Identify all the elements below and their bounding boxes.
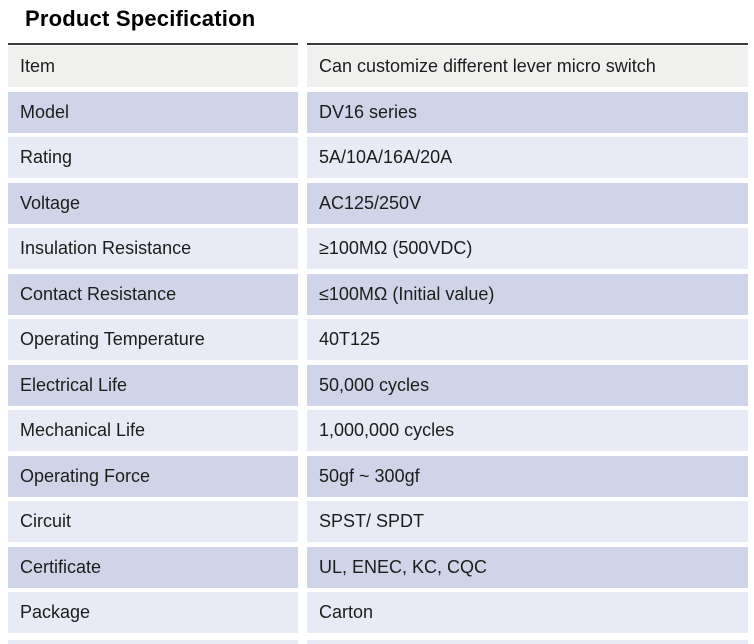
table-row-contact-resistance: Contact Resistance ≤100MΩ (Initial value…: [8, 273, 748, 315]
top-rule-gap: [298, 43, 307, 45]
next-row-cutoff-sliver: [8, 640, 748, 644]
row-label: Contact Resistance: [8, 273, 298, 315]
sliver-left-segment: [8, 640, 298, 644]
table-row-model: Model DV16 series: [8, 91, 748, 133]
sliver-gap: [298, 640, 307, 644]
table-row-operating-temperature: Operating Temperature 40T125: [8, 319, 748, 360]
table-row-certificate: Certificate UL, ENEC, KC, CQC: [8, 546, 748, 588]
row-label: Voltage: [8, 182, 298, 224]
table-row-electrical-life: Electrical Life 50,000 cycles: [8, 364, 748, 406]
row-label: Certificate: [8, 546, 298, 588]
table-row-mechanical-life: Mechanical Life 1,000,000 cycles: [8, 410, 748, 451]
row-label: Mechanical Life: [8, 410, 298, 451]
table-row-insulation-resistance: Insulation Resistance ≥100MΩ (500VDC): [8, 228, 748, 269]
row-value: 1,000,000 cycles: [307, 410, 748, 451]
table-row-operating-force: Operating Force 50gf ~ 300gf: [8, 455, 748, 497]
sliver-right-segment: [307, 640, 748, 644]
row-label: Operating Temperature: [8, 319, 298, 360]
row-value: 40T125: [307, 319, 748, 360]
row-label: Insulation Resistance: [8, 228, 298, 269]
top-rule-right-segment: [307, 43, 748, 45]
table-row-item: Item Can customize different lever micro…: [8, 46, 748, 87]
row-value: Can customize different lever micro swit…: [307, 46, 748, 87]
row-label: Package: [8, 592, 298, 633]
row-value: ≥100MΩ (500VDC): [307, 228, 748, 269]
top-rule-left-segment: [8, 43, 298, 45]
table-row-rating: Rating 5A/10A/16A/20A: [8, 137, 748, 178]
row-value: UL, ENEC, KC, CQC: [307, 546, 748, 588]
row-label: Circuit: [8, 501, 298, 542]
row-value: DV16 series: [307, 91, 748, 133]
row-value: SPST/ SPDT: [307, 501, 748, 542]
row-value: Carton: [307, 592, 748, 633]
row-label: Electrical Life: [8, 364, 298, 406]
table-top-rule: [8, 43, 748, 45]
row-label: Item: [8, 46, 298, 87]
row-value: AC125/250V: [307, 182, 748, 224]
table-row-circuit: Circuit SPST/ SPDT: [8, 501, 748, 542]
row-value: 5A/10A/16A/20A: [307, 137, 748, 178]
table-row-voltage: Voltage AC125/250V: [8, 182, 748, 224]
page-title: Product Specification: [25, 6, 256, 31]
row-label: Model: [8, 91, 298, 133]
specification-table: Item Can customize different lever micro…: [8, 43, 748, 638]
row-value: 50gf ~ 300gf: [307, 455, 748, 497]
table-row-package: Package Carton: [8, 592, 748, 633]
row-value: ≤100MΩ (Initial value): [307, 273, 748, 315]
row-label: Rating: [8, 137, 298, 178]
row-value: 50,000 cycles: [307, 364, 748, 406]
row-label: Operating Force: [8, 455, 298, 497]
